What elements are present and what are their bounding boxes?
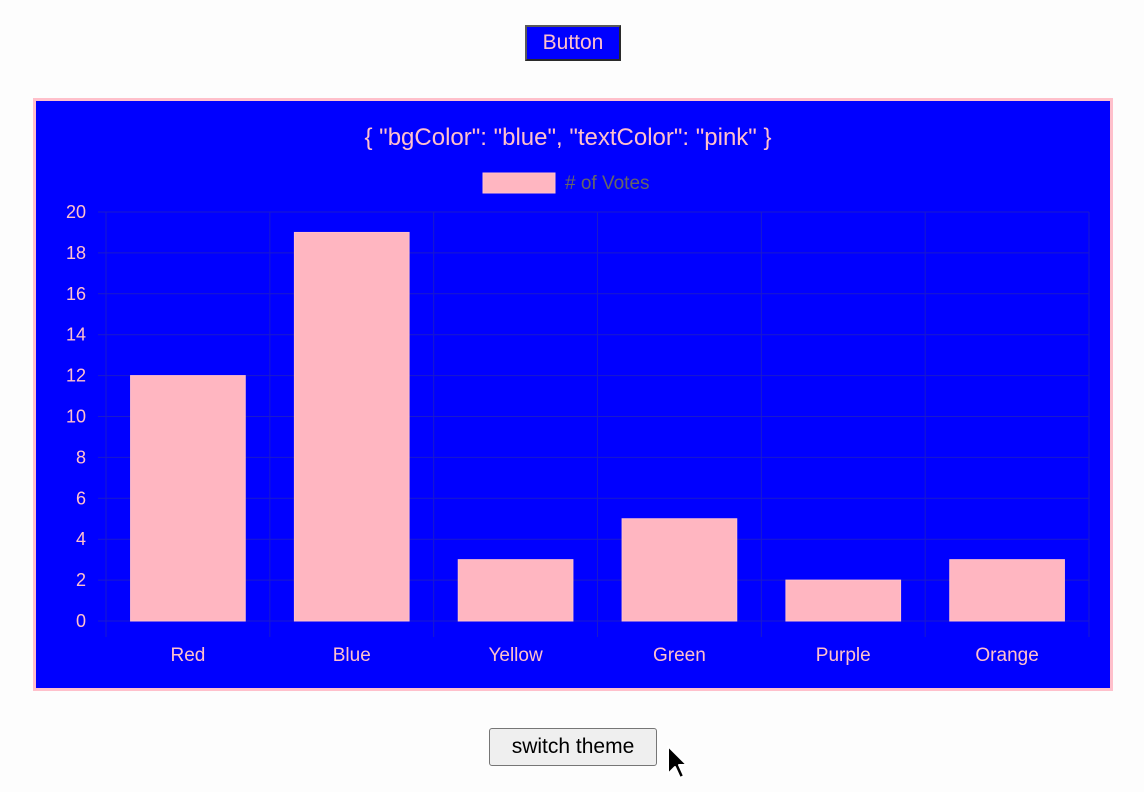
bar-chart: 0 2 4 6 8 10 12 14 16 18 20 Red Blue Yellow Green Purp… [66,124,1090,666]
arrow-pointer-icon [667,745,688,779]
chart-container: 0 2 4 6 8 10 12 14 16 18 20 Red Blue Yellow Green Purp… [33,98,1113,691]
bars [130,231,1065,622]
bar-purple[interactable] [785,579,902,622]
y-tick-label: 14 [66,325,86,345]
bar-orange[interactable] [949,559,1065,622]
chart-title: { "bgColor": "blue", "textColor": "pink"… [364,124,771,151]
legend-label[interactable]: # of Votes [565,173,650,194]
y-tick-label: 0 [76,611,86,631]
x-tick-label: Green [653,645,706,666]
x-tick-label: Red [170,645,205,666]
bar-green[interactable] [621,518,738,622]
y-tick-label: 10 [66,407,86,427]
bar-red[interactable] [130,375,246,622]
y-tick-label: 2 [76,570,86,590]
y-tick-label: 12 [66,366,86,386]
x-tick-label: Blue [333,645,371,666]
x-tick-labels: Red Blue Yellow Green Purple Orange [170,645,1038,666]
bar-blue[interactable] [293,231,410,622]
top-button[interactable]: Button [525,25,621,61]
switch-theme-button[interactable]: switch theme [489,728,657,766]
x-tick-label: Purple [816,645,871,666]
y-tick-label: 8 [76,447,86,467]
legend-swatch[interactable] [482,172,556,194]
y-tick-label: 4 [76,529,86,549]
x-tick-label: Yellow [488,645,543,666]
x-tick-label: Orange [975,645,1038,666]
y-tick-labels: 0 2 4 6 8 10 12 14 16 18 20 [66,202,86,631]
y-tick-label: 18 [66,243,86,263]
y-tick-label: 16 [66,284,86,304]
grid-lines [98,211,1090,637]
bar-yellow[interactable] [457,559,574,622]
y-tick-label: 6 [76,488,86,508]
y-tick-label: 20 [66,202,86,222]
